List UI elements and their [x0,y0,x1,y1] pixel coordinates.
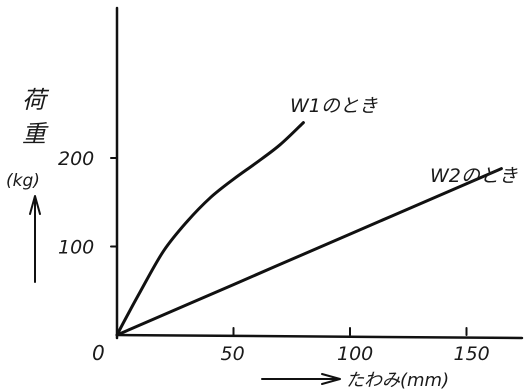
origin-label: 0 [92,341,105,365]
x-tick-label-150: 150 [454,343,490,365]
x-axis-title: たわみ(mm) [346,370,449,390]
series-line-2 [115,167,503,337]
y-axis-unit: (kg) [6,171,40,191]
y-axis-arrow-head [29,195,41,215]
y-tick-label-200: 200 [58,148,94,170]
x-axis-arrow-head [321,373,341,385]
x-ticks: 50 100 150 [221,327,490,365]
x-tick-label-50: 50 [221,343,245,365]
x-axis [115,333,524,340]
y-axis-title-char-2: 重 [22,120,49,148]
y-axis-title-char-1: 荷 [22,86,50,114]
y-tick-label-100: 100 [58,237,94,259]
x-tick-label-100: 100 [337,343,373,365]
series-label-1: W1のとき [290,95,378,117]
series-label-2: W2のとき [430,165,518,187]
series-line-1 [115,121,305,337]
y-ticks: 100 200 [58,148,118,259]
series-group: W1のとき W2のとき [115,95,518,337]
